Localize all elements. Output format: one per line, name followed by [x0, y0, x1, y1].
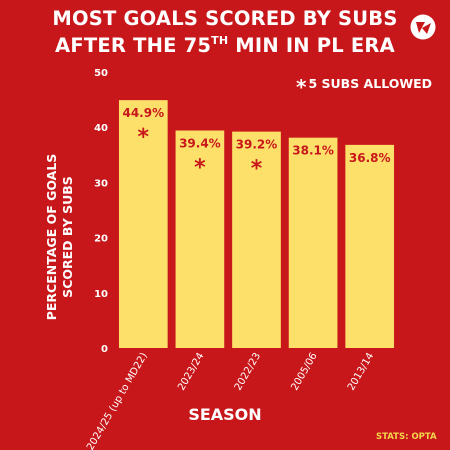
title-line-2-end: MIN IN PL ERA: [228, 34, 395, 57]
bar-value-label: 39.2%: [236, 138, 278, 152]
y-tick-label: 30: [94, 178, 108, 189]
bar-value-label: 38.1%: [292, 144, 334, 158]
note-text: 5 SUBS ALLOWED: [308, 76, 433, 91]
x-axis-label: SEASON: [188, 405, 262, 424]
note-asterisk: *: [296, 75, 307, 99]
bar: [175, 130, 225, 348]
bar-value-label: 36.8%: [349, 151, 391, 165]
five-subs-asterisk: *: [251, 157, 263, 182]
five-subs-note: * 5 SUBS ALLOWED: [296, 75, 432, 99]
five-subs-asterisk: *: [138, 125, 150, 150]
title-line-1: MOST GOALS SCORED BY SUBS: [52, 7, 398, 30]
bar: [288, 137, 338, 348]
x-tick-label: 2013/14: [346, 351, 376, 392]
y-tick-label: 50: [94, 68, 108, 79]
bar: [232, 131, 281, 348]
title-line-2-start: AFTER THE 75: [55, 34, 212, 57]
title-line-2: AFTER THE 75TH MIN IN PL ERA: [0, 30, 450, 57]
x-tick-label: 2005/06: [289, 351, 319, 392]
brand-logo-icon: [410, 14, 436, 40]
x-tick-label: 2024/25 (up to MD22): [85, 351, 150, 450]
x-tick-label: 2022/23: [233, 351, 263, 392]
bar-value-label: 44.9%: [122, 106, 164, 120]
y-tick-label: 40: [94, 123, 108, 134]
y-tick-label: 20: [94, 234, 108, 245]
y-tick-label: 0: [101, 344, 108, 355]
title-superscript: TH: [211, 34, 229, 47]
five-subs-asterisk: *: [194, 156, 206, 181]
y-tick-label: 10: [94, 289, 108, 300]
stats-credit: STATS: OPTA: [376, 432, 437, 442]
x-tick-label: 2023/24: [176, 351, 206, 392]
bar: [118, 100, 168, 348]
bar-value-label: 39.4%: [179, 137, 221, 151]
chart-title: MOST GOALS SCORED BY SUBS AFTER THE 75TH…: [0, 8, 450, 57]
bar: [345, 144, 395, 348]
